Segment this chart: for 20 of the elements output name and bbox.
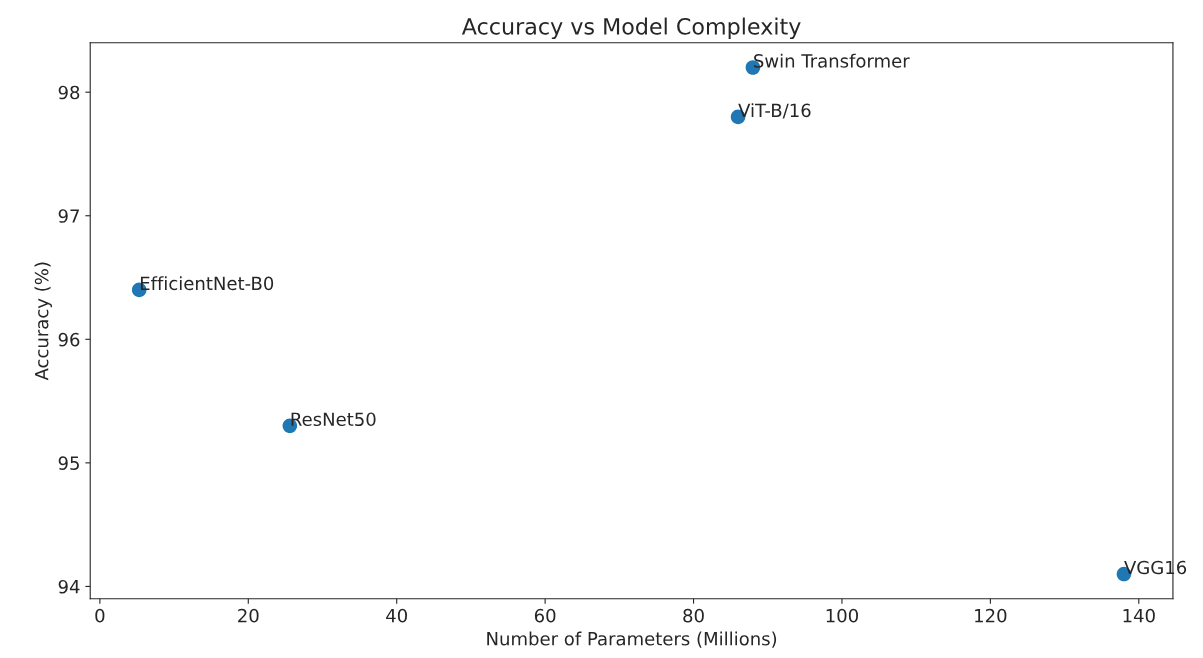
y-tick-label: 98 xyxy=(58,85,80,100)
y-tick-label: 94 xyxy=(58,579,80,594)
y-tick-label: 97 xyxy=(58,209,79,223)
x-tick-label: 60 xyxy=(534,608,556,623)
chart-title: Accuracy vs Model Complexity xyxy=(461,17,801,40)
y-axis-title: Accuracy (%) xyxy=(34,262,52,381)
x-tick-label: 120 xyxy=(975,608,1007,623)
annotation: Swin Transformer xyxy=(754,53,910,68)
x-tick-label: 100 xyxy=(826,608,858,623)
x-tick-label: 140 xyxy=(1123,608,1155,623)
x-tick-label: 80 xyxy=(683,608,704,623)
x-axis-title: Number of Parameters (Millions) xyxy=(487,631,777,648)
x-tick-label: 20 xyxy=(238,608,259,623)
x-tick-label: 0 xyxy=(95,608,105,623)
annotation: ViT-B/16 xyxy=(738,103,811,119)
y-tick-label: 95 xyxy=(58,456,79,470)
x-tick-label: 40 xyxy=(386,608,407,623)
annotation: EfficientNet-B0 xyxy=(140,276,274,291)
y-tick-label: 96 xyxy=(58,332,80,347)
annotation: ResNet50 xyxy=(291,412,376,427)
